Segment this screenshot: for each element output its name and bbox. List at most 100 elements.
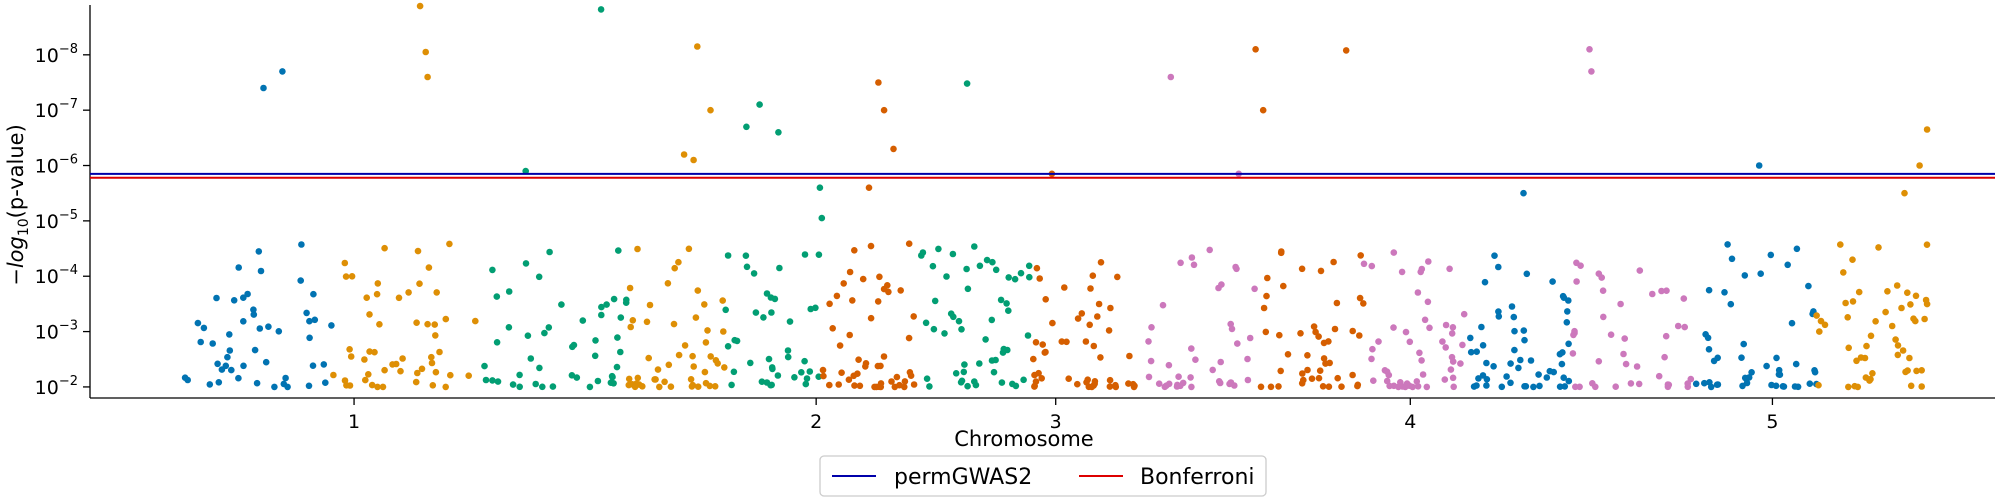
data-point [1867,332,1875,340]
data-point [465,372,473,380]
data-point [742,252,750,259]
data-point [1507,379,1514,387]
data-point [1894,342,1902,349]
data-point [1635,380,1643,388]
data-point [891,383,899,391]
data-point [1495,313,1503,320]
data-point [539,383,546,391]
data-point [1095,300,1103,308]
data-point [910,381,918,388]
data-point [244,290,251,298]
data-point [1913,367,1920,375]
data-point [724,343,732,350]
data-point [1875,244,1882,251]
data-point [667,383,675,391]
data-point [651,376,658,383]
data-point [1511,327,1518,335]
y-axis-label: −log10(p-value) [4,124,32,286]
data-point [256,325,264,332]
data-point [801,357,808,365]
data-point [399,355,406,362]
data-point [1177,259,1184,267]
y-tick-label: 10−3 [35,319,78,344]
data-point [876,273,883,281]
data-point [374,280,382,287]
data-point-significant [416,2,424,10]
data-point [681,342,689,349]
data-point [181,374,189,382]
data-point-significant [597,6,605,13]
data-point [532,380,539,388]
data-point [971,378,978,385]
data-point [1446,265,1453,273]
data-point [1086,321,1093,329]
data-point [1573,259,1580,267]
data-point [983,256,991,264]
data-point [923,375,931,383]
data-point [1357,252,1364,259]
data-point [1523,270,1531,278]
data-point [230,297,238,304]
data-point [774,372,782,379]
data-point [1872,318,1879,325]
data-point [1383,377,1391,385]
data-point [851,247,858,254]
points-layer [181,2,1931,391]
data-point [888,378,895,385]
data-point [763,290,771,297]
data-point [446,240,453,248]
data-point [251,346,259,354]
data-point [320,361,328,368]
data-point [1724,241,1731,248]
data-point [1065,375,1072,383]
data-point [1527,357,1535,364]
data-point [901,378,909,385]
data-point [1704,334,1712,342]
data-point [1840,269,1847,276]
data-point [952,370,960,377]
data-point [371,348,378,356]
data-point [1330,258,1337,266]
data-point [215,379,223,386]
y-axis-label-rest: (p-value) [4,124,28,218]
data-point [639,383,646,390]
data-point [493,293,501,300]
data-point [1354,382,1361,390]
data-point [1260,304,1268,312]
data-point [322,379,329,387]
data-point [958,377,966,385]
data-point [310,290,317,298]
data-point [627,323,634,331]
data-point [929,262,937,270]
data-point [1460,310,1468,318]
data-point [803,375,811,382]
data-point [615,247,622,254]
x-tick-label-2: 2 [810,411,822,433]
data-point [1232,263,1239,271]
data-point [1042,296,1049,303]
data-point [806,368,814,375]
data-point [964,285,972,293]
data-point [1383,368,1391,376]
data-point [1107,304,1114,312]
data-point [862,363,869,370]
data-point [1600,313,1607,321]
data-point-significant [1588,68,1595,75]
data-point [1112,383,1120,391]
data-point [893,373,901,381]
data-point [346,346,353,353]
data-point [1907,301,1914,308]
data-point [702,379,710,387]
data-point [1297,330,1304,337]
data-point [447,371,454,379]
data-point [820,372,827,380]
data-point [763,379,771,386]
data-point [610,295,618,303]
data-point [1595,358,1603,365]
x-tick-label-3: 3 [1050,411,1062,433]
data-point [1399,383,1406,390]
data-point [1147,357,1155,365]
data-point [1003,300,1010,307]
data-point [1612,383,1619,391]
data-point [613,363,621,371]
